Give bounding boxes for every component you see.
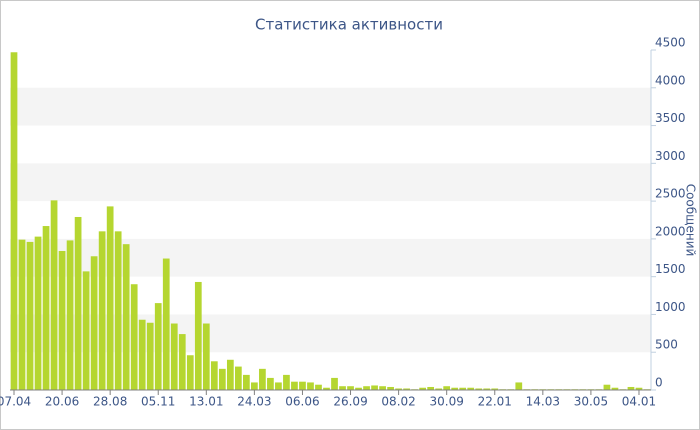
- bar: [603, 384, 611, 390]
- bar: [98, 231, 106, 390]
- bar: [403, 388, 410, 390]
- grid-band: [10, 163, 651, 202]
- x-tick-label: 07.04: [0, 395, 31, 409]
- y-tick-label: 2000: [655, 224, 686, 238]
- bar: [234, 366, 242, 390]
- grid-band: [10, 314, 651, 353]
- bar: [42, 226, 50, 390]
- bar: [339, 386, 346, 390]
- bar: [323, 387, 330, 390]
- bar: [130, 284, 138, 390]
- bar: [635, 387, 643, 390]
- bar: [387, 386, 394, 390]
- bar: [379, 386, 386, 390]
- grid-band: [10, 238, 651, 277]
- bar: [435, 388, 443, 390]
- bar: [82, 271, 90, 390]
- x-tick-label: 30.05: [574, 395, 608, 409]
- bar: [122, 244, 130, 390]
- bar: [491, 388, 499, 390]
- bar: [58, 250, 66, 390]
- bar: [90, 256, 98, 390]
- bar: [114, 231, 122, 390]
- bar: [74, 216, 82, 390]
- bar: [186, 355, 194, 390]
- bar: [347, 386, 354, 390]
- x-tick-label: 05.11: [141, 395, 175, 409]
- x-tick-label: 08.02: [381, 395, 415, 409]
- bar: [251, 382, 258, 390]
- y-tick-label: 4000: [655, 73, 686, 87]
- bar: [10, 52, 18, 391]
- bar: [307, 382, 314, 390]
- bar: [627, 386, 635, 390]
- x-tick-label: 13.01: [189, 395, 223, 409]
- x-tick-label: 30.09: [430, 395, 464, 409]
- bar: [611, 387, 619, 390]
- bar: [34, 236, 42, 390]
- x-tick-label: 04.01: [622, 395, 656, 409]
- bar: [259, 368, 266, 390]
- bar: [283, 374, 290, 390]
- bar: [371, 385, 378, 390]
- y-tick-label: 0: [655, 376, 663, 390]
- y-axis-label: Сообщений: [684, 184, 698, 257]
- bar: [218, 368, 226, 390]
- x-tick-label: 20.06: [45, 395, 79, 409]
- x-tick-label: 22.01: [478, 395, 512, 409]
- bar: [427, 386, 435, 390]
- bar: [419, 387, 427, 390]
- bar: [299, 381, 306, 390]
- bar: [451, 387, 459, 390]
- bar: [66, 240, 74, 390]
- bar: [50, 200, 58, 390]
- bar: [315, 384, 322, 390]
- bar: [146, 322, 154, 390]
- bar: [210, 361, 218, 390]
- bar: [162, 258, 170, 390]
- y-tick-label: 1500: [655, 262, 686, 276]
- y-tick-label: 3000: [655, 149, 686, 163]
- bar: [178, 334, 186, 390]
- bar: [243, 374, 250, 390]
- bar: [291, 381, 298, 390]
- bar: [154, 303, 162, 390]
- bar: [395, 388, 402, 390]
- bar: [275, 382, 282, 390]
- bar: [226, 359, 234, 390]
- bar: [170, 323, 178, 390]
- chart-title: Статистика активности: [255, 16, 443, 34]
- grid-band: [10, 87, 651, 126]
- bar: [194, 281, 202, 390]
- x-tick-label: 14.03: [526, 395, 560, 409]
- bar: [202, 323, 210, 390]
- bar: [331, 377, 338, 390]
- x-tick-label: 06.06: [285, 395, 319, 409]
- x-tick-label: 26.09: [333, 395, 367, 409]
- bar: [363, 386, 370, 390]
- bar: [515, 382, 523, 390]
- bar: [267, 377, 274, 390]
- y-tick-label: 4500: [655, 36, 686, 50]
- y-tick-label: 2500: [655, 187, 686, 201]
- bar: [355, 387, 362, 390]
- bar: [26, 241, 34, 390]
- bar: [138, 319, 146, 390]
- y-tick-label: 3500: [655, 111, 686, 125]
- bar: [459, 387, 467, 390]
- bar: [443, 386, 451, 390]
- x-tick-label: 24.03: [237, 395, 271, 409]
- bar: [467, 387, 475, 390]
- y-tick-label: 500: [655, 338, 678, 352]
- y-tick-label: 1000: [655, 300, 686, 314]
- bar: [106, 206, 114, 390]
- bar: [483, 388, 491, 390]
- x-tick-label: 28.08: [93, 395, 127, 409]
- bar: [18, 239, 26, 390]
- bar: [475, 388, 483, 390]
